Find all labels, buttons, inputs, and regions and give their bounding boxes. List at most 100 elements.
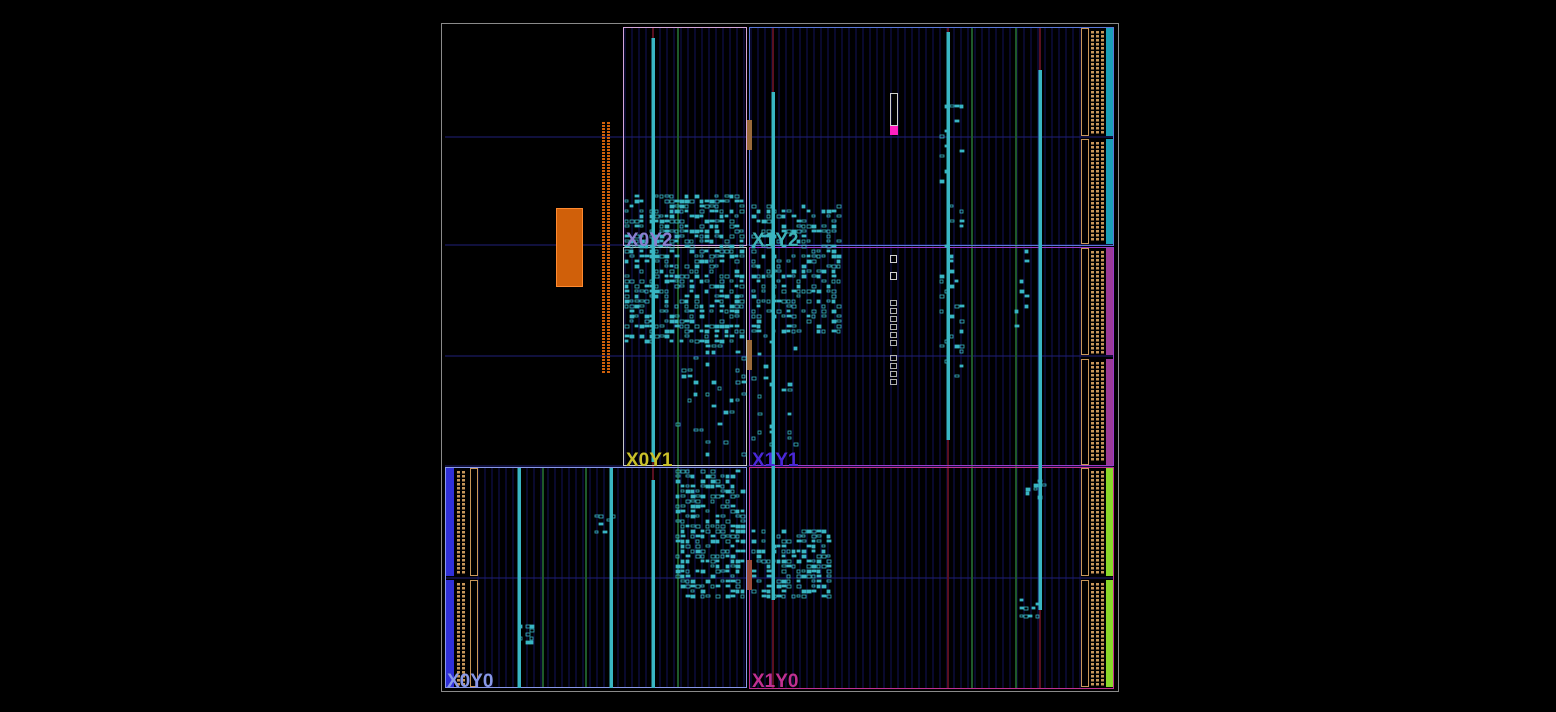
placed-cell [624,249,630,254]
io-pad [1096,331,1099,334]
io-pad [1101,186,1104,189]
placed-cell [649,314,655,318]
selected-io-pin [602,245,605,247]
io-pad [1091,438,1094,441]
placed-cell [694,214,700,219]
placed-cell [796,569,801,574]
io-pad [1091,495,1094,498]
selected-io-pin [607,245,610,247]
selected-io-pin [607,248,610,250]
placed-cell [735,584,741,589]
placed-cell [680,569,685,573]
placed-cell [664,244,669,248]
placed-cell [729,219,735,224]
io-pad [1091,539,1094,542]
io-pad [462,551,465,554]
placed-cell [729,309,735,313]
io-pad [1091,631,1094,634]
selected-io-pin [602,257,605,259]
placed-cell [944,144,950,148]
io-pad [1101,158,1104,161]
io-pad [457,515,460,518]
io-pad [1091,303,1094,306]
placed-cell [720,554,725,559]
placed-cell [836,259,841,264]
placed-cell [776,559,781,564]
selected-io-pin [602,167,605,169]
io-pad [1101,390,1104,393]
site-outline [890,316,897,322]
placed-cell [694,299,700,304]
placed-cell [710,564,715,568]
placed-cell [690,514,696,519]
placed-cell [826,249,831,253]
io-pad [1096,559,1099,562]
io-pad [1096,675,1099,678]
placed-cell [695,569,700,573]
logic-column [517,468,521,688]
placed-cell [801,219,807,223]
placed-cell [781,554,786,558]
placed-cell [715,494,721,499]
placed-cell [816,559,822,564]
placed-cell [729,244,735,249]
io-pad [1091,635,1094,638]
io-pad [1091,218,1094,221]
io-pad [1101,599,1104,602]
placed-cell [674,204,680,208]
io-pad [1091,222,1094,225]
io-pad [1101,491,1104,494]
io-pad [1101,131,1104,134]
placed-cell [624,259,629,264]
placed-cell [791,314,797,319]
io-pad [1101,174,1104,177]
placed-cell [836,204,842,209]
selected-io-pin [602,191,605,193]
placed-cell [639,324,645,329]
io-pad [1091,79,1094,82]
selected-io-pin [602,206,605,208]
placed-cell [791,549,796,554]
placed-cell [629,254,635,258]
placed-cell [735,350,741,354]
io-pad [1096,519,1099,522]
placed-cell [717,422,723,426]
placed-cell [781,329,787,334]
placed-cell [719,284,725,289]
placed-cell [664,279,670,284]
selected-io-pin [607,182,610,184]
placed-cell [719,299,724,304]
io-pad [1101,190,1104,193]
selected-io-pin [602,134,605,136]
io-pad [1101,194,1104,197]
placed-cell [659,219,665,224]
selected-io-pin [607,230,610,232]
selected-io-pin [607,206,610,208]
placed-cell [705,509,710,513]
io-pad [1101,583,1104,586]
placed-cell [634,239,639,244]
placed-cell [939,309,944,314]
placed-cell [715,524,720,529]
io-pad [1101,39,1104,42]
placed-cell [695,494,701,498]
placed-cell [766,209,771,214]
io-pad [1091,287,1094,290]
placed-cell [730,474,736,479]
selected-io-pin [607,269,610,271]
io-pad [1091,343,1094,346]
placed-cell [751,289,756,293]
placed-cell [761,559,767,564]
selected-io-pin [602,149,605,151]
highlighted-cell [890,126,898,135]
placed-cell [1024,259,1030,263]
io-pad [1096,483,1099,486]
placed-cell [756,239,762,244]
placed-cell [694,324,700,329]
placed-cell [786,324,792,328]
placed-cell [801,309,806,313]
placed-cell [679,299,685,304]
placed-cell [674,254,680,258]
io-pad [1101,655,1104,658]
